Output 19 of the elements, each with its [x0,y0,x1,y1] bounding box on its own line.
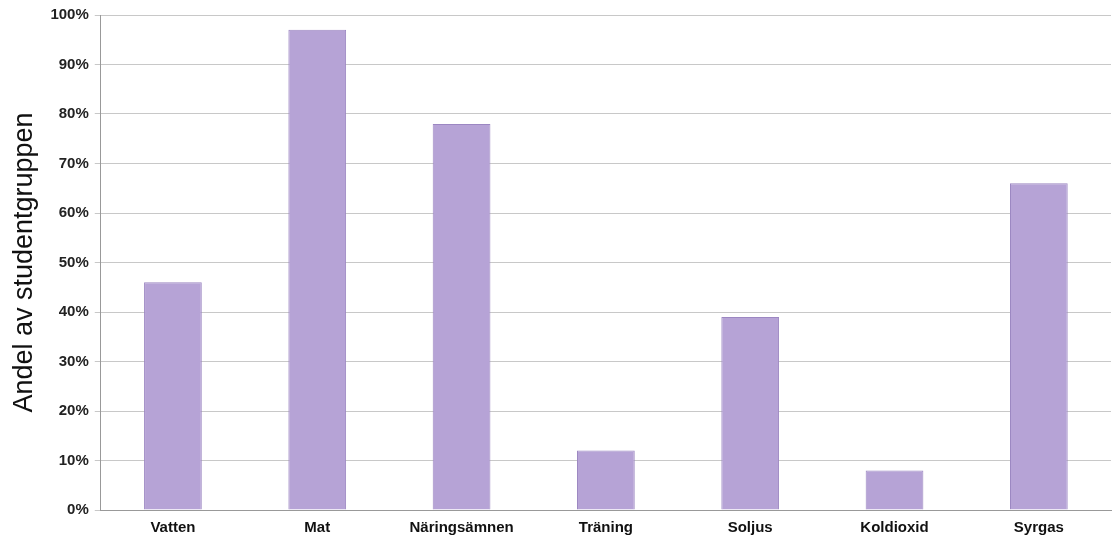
x-tick-label: Syrgas [1013,518,1064,536]
y-tick-label: 90% [58,54,89,72]
y-tick-label: 50% [58,252,89,270]
x-tick-label: Vatten [150,518,196,536]
y-tick-label: 40% [58,302,89,320]
y-tick-label: 100% [50,5,89,23]
x-tick-label: Träning [578,518,633,536]
y-tick-label: 60% [58,203,89,221]
x-tick-label: Soljus [727,518,773,536]
y-tick-label: 10% [58,450,89,468]
x-tick-label: Näringsämnen [409,518,514,536]
x-tick-label: Mat [304,518,331,536]
x-tick-label: Koldioxid [860,518,929,536]
y-tick-label: 70% [58,153,89,171]
y-tick-label: 80% [58,104,89,122]
y-tick-label: 20% [58,401,89,419]
y-tick-label: 0% [67,500,89,518]
y-axis-title: Andel av studentgruppen [7,112,38,413]
y-tick-label: 30% [58,351,89,369]
